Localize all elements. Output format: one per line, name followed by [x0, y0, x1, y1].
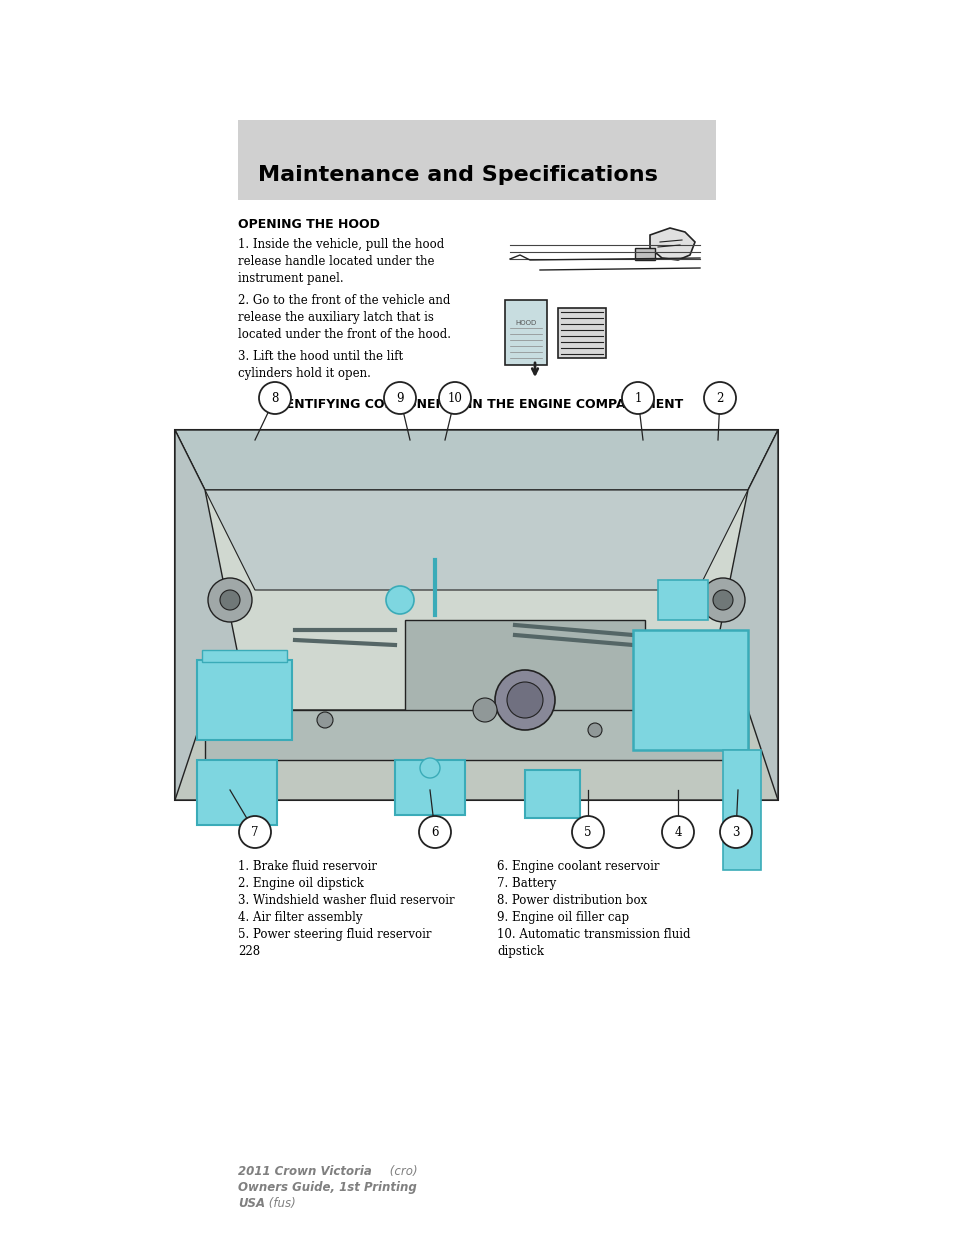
Polygon shape — [698, 430, 778, 800]
Polygon shape — [205, 490, 747, 590]
Bar — [196, 760, 276, 825]
Text: 10: 10 — [447, 391, 462, 405]
Text: (cro): (cro) — [386, 1165, 417, 1178]
Circle shape — [208, 578, 252, 622]
Circle shape — [506, 682, 542, 718]
Text: OPENING THE HOOD: OPENING THE HOOD — [237, 219, 379, 231]
Text: 10. Automatic transmission fluid: 10. Automatic transmission fluid — [497, 927, 690, 941]
Bar — [633, 630, 747, 750]
Polygon shape — [174, 430, 254, 800]
Text: Maintenance and Specifications: Maintenance and Specifications — [257, 165, 658, 185]
Text: 6: 6 — [431, 825, 438, 839]
Text: 3. Lift the hood until the lift
cylinders hold it open.: 3. Lift the hood until the lift cylinder… — [237, 350, 403, 380]
Circle shape — [239, 816, 271, 848]
Text: 7: 7 — [251, 825, 258, 839]
Circle shape — [621, 382, 654, 414]
Circle shape — [700, 578, 744, 622]
Bar — [524, 769, 579, 818]
Circle shape — [419, 758, 439, 778]
Polygon shape — [174, 430, 778, 490]
Text: 9: 9 — [395, 391, 403, 405]
Text: 2. Go to the front of the vehicle and
release the auxiliary latch that is
locate: 2. Go to the front of the vehicle and re… — [237, 294, 451, 341]
Text: 6. Engine coolant reservoir: 6. Engine coolant reservoir — [497, 860, 659, 873]
Circle shape — [258, 382, 291, 414]
Text: 9. Engine oil filler cap: 9. Engine oil filler cap — [497, 911, 628, 924]
Bar — [658, 580, 707, 620]
Bar — [405, 620, 644, 750]
Text: 5. Power steering fluid reservoir: 5. Power steering fluid reservoir — [237, 927, 431, 941]
Circle shape — [661, 816, 693, 848]
Circle shape — [712, 590, 732, 610]
Circle shape — [316, 713, 333, 727]
Circle shape — [587, 722, 601, 737]
Text: (fus): (fus) — [265, 1197, 295, 1210]
Bar — [722, 750, 760, 869]
Bar — [174, 430, 778, 800]
Text: 4. Air filter assembly: 4. Air filter assembly — [237, 911, 362, 924]
Circle shape — [384, 382, 416, 414]
Text: 3. Windshield washer fluid reservoir: 3. Windshield washer fluid reservoir — [237, 894, 455, 906]
Text: 1. Brake fluid reservoir: 1. Brake fluid reservoir — [237, 860, 376, 873]
Text: 1: 1 — [634, 391, 641, 405]
Polygon shape — [649, 228, 695, 261]
Text: 4: 4 — [674, 825, 681, 839]
Bar — [185, 490, 767, 740]
Circle shape — [386, 585, 414, 614]
Text: dipstick: dipstick — [497, 945, 543, 958]
Bar — [635, 248, 655, 261]
Bar — [196, 659, 292, 740]
Text: 2011 Crown Victoria: 2011 Crown Victoria — [237, 1165, 372, 1178]
Text: 7. Battery: 7. Battery — [497, 877, 556, 890]
Bar — [205, 710, 747, 760]
Text: 8. Power distribution box: 8. Power distribution box — [497, 894, 646, 906]
Text: 8: 8 — [271, 391, 278, 405]
Bar — [558, 308, 605, 358]
Circle shape — [572, 816, 603, 848]
Circle shape — [473, 698, 497, 722]
Bar — [237, 120, 716, 200]
Text: IDENTIFYING COMPONENTS IN THE ENGINE COMPARTMENT: IDENTIFYING COMPONENTS IN THE ENGINE COM… — [271, 398, 682, 411]
Text: 2. Engine oil dipstick: 2. Engine oil dipstick — [237, 877, 363, 890]
Polygon shape — [174, 710, 778, 800]
Text: 5: 5 — [583, 825, 591, 839]
Circle shape — [220, 590, 240, 610]
Circle shape — [703, 382, 735, 414]
Text: 2: 2 — [716, 391, 723, 405]
Text: USA: USA — [237, 1197, 265, 1210]
Circle shape — [495, 671, 555, 730]
Bar — [202, 650, 287, 662]
Text: 3: 3 — [732, 825, 739, 839]
Text: HOOD: HOOD — [515, 320, 536, 326]
Bar — [504, 300, 546, 366]
Text: 1. Inside the vehicle, pull the hood
release handle located under the
instrument: 1. Inside the vehicle, pull the hood rel… — [237, 238, 444, 285]
Circle shape — [418, 816, 451, 848]
Bar — [395, 760, 464, 815]
Circle shape — [438, 382, 471, 414]
Circle shape — [720, 816, 751, 848]
Text: Owners Guide, 1st Printing: Owners Guide, 1st Printing — [237, 1181, 416, 1194]
Text: 228: 228 — [237, 945, 260, 958]
